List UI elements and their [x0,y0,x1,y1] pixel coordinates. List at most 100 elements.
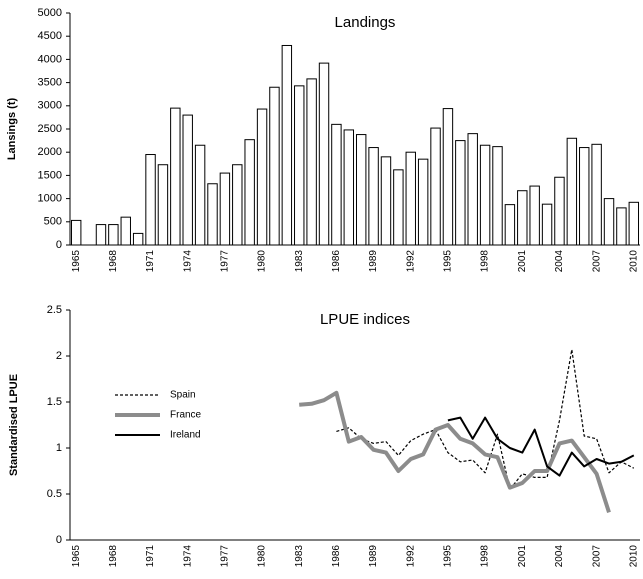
bar [479,144,491,246]
bar [442,108,454,246]
bar [529,185,540,246]
y-tick-label: 2000 [38,146,62,158]
bar [343,129,355,246]
bar [504,204,516,246]
x-tick-label: 1983 [294,545,305,568]
x-tick-label: 1983 [294,250,305,273]
y-tick-label: 500 [44,216,62,228]
y-tick-label: 1.5 [47,396,62,408]
x-tick-label: 2007 [591,545,602,568]
bar [393,169,404,246]
y-tick-label: 4500 [38,30,62,42]
x-tick-label: 2010 [628,250,639,273]
bar [170,107,181,246]
y-tick-label: 4000 [38,53,62,65]
bar [492,146,503,246]
bar [281,44,293,246]
chart-title: Landings [335,14,396,31]
legend-label: Spain [170,390,196,401]
y-tick-label: 1 [56,442,62,454]
x-tick-label: 2004 [554,545,565,568]
y-tick-label: 0 [56,534,62,546]
bar [455,140,466,246]
line-series [336,349,635,490]
x-tick-label: 1998 [480,545,491,568]
bar [269,86,280,246]
y-axis-title: Standardised LPUE [8,374,20,476]
bar [256,108,268,246]
y-tick-label: 0.5 [47,488,62,500]
bar [628,201,640,246]
bar [244,139,255,246]
x-tick-label: 1974 [182,250,193,273]
bar [232,164,243,246]
x-tick-label: 1992 [405,250,416,273]
y-tick-label: 0 [56,239,62,251]
y-tick-label: 5000 [38,7,62,19]
bar [306,78,317,246]
x-tick-label: 1977 [220,545,231,568]
x-tick-label: 1965 [71,545,82,568]
bar [145,154,156,246]
x-tick-label: 1989 [368,545,379,568]
bar [70,219,82,246]
x-tick-label: 2001 [517,250,528,273]
bar [318,62,330,246]
bar [120,216,131,246]
x-tick-label: 2007 [591,250,602,273]
x-tick-label: 1980 [257,250,268,273]
legend-label: Ireland [170,430,201,441]
y-tick-label: 2 [56,350,62,362]
x-tick-label: 1968 [108,545,119,568]
bar [579,147,590,246]
y-tick-label: 2.5 [47,304,62,316]
line-series [299,390,611,514]
x-tick-label: 1980 [257,545,268,568]
x-tick-label: 1971 [145,250,156,273]
bar [467,133,478,246]
y-tick-label: 1500 [38,169,62,181]
x-tick-label: 1998 [480,250,491,273]
bar [294,85,305,246]
bar [207,183,218,246]
bar [95,224,107,246]
x-tick-label: 1992 [405,545,416,568]
chart-title: LPUE indices [320,311,410,328]
y-axis-title: Lansings (t) [6,98,18,161]
x-tick-label: 1971 [145,545,156,568]
bar [566,137,578,246]
bar [132,232,144,246]
bar [355,134,367,246]
bar [591,143,602,246]
x-tick-label: 2001 [517,545,528,568]
y-tick-label: 3000 [38,100,62,112]
x-tick-label: 1974 [182,545,193,568]
bar [219,172,231,246]
bar [157,164,169,246]
bar [405,151,416,246]
bar [182,114,193,246]
x-tick-label: 2010 [628,545,639,568]
x-tick-label: 1968 [108,250,119,273]
x-tick-label: 1995 [443,545,454,568]
bar [108,224,119,246]
bar [380,156,392,246]
bar [541,203,553,246]
bar [368,147,379,246]
y-tick-label: 2500 [38,123,62,135]
x-tick-label: 1995 [443,250,454,273]
bar [517,190,528,246]
bar [194,144,206,246]
y-tick-label: 1000 [38,193,62,205]
bar [417,158,429,246]
bar [430,127,441,246]
legend-label: France [170,410,202,421]
bar [554,176,565,246]
x-tick-label: 1965 [71,250,82,273]
x-tick-label: 2004 [554,250,565,273]
x-tick-label: 1977 [220,250,231,273]
y-tick-label: 3500 [38,77,62,89]
x-tick-label: 1986 [331,250,342,273]
